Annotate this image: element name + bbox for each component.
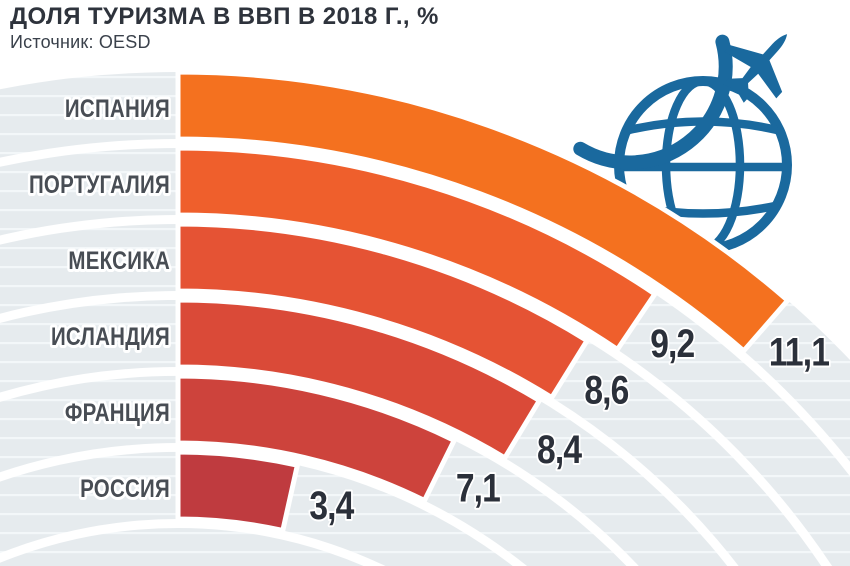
chart-source: Источник: OESD xyxy=(10,32,151,53)
track-ring-4 xyxy=(0,375,627,566)
bar-россия xyxy=(175,449,301,534)
globe-airplane-icon xyxy=(573,34,792,254)
bar-value-label: 8,6 xyxy=(584,368,629,412)
bar-value-label: 8,4 xyxy=(537,427,582,471)
bar-исландия xyxy=(175,297,543,462)
category-label: ФРАНЦИЯ xyxy=(65,398,170,426)
bar-value-label: 7,1 xyxy=(456,466,501,510)
category-label: РОССИЯ xyxy=(80,474,170,502)
track-ring-6 xyxy=(0,527,364,566)
category-label: ИСПАНИЯ xyxy=(65,94,170,122)
category-label: МЕКСИКА xyxy=(68,246,170,274)
bar-португалия xyxy=(175,145,659,353)
bar-испания xyxy=(175,69,792,355)
bar-франция xyxy=(175,373,458,504)
chart-header: ДОЛЯ ТУРИЗМА В ВВП В 2018 Г., % Источник… xyxy=(10,3,439,53)
category-label: ПОРТУГАЛИЯ xyxy=(29,170,170,198)
bar-value-label: 11,1 xyxy=(769,330,830,374)
value-labels: 11,1 9,2 8,68,4 7,1 3,4 xyxy=(307,320,832,530)
bar-value-label: 9,2 xyxy=(650,321,695,365)
orbit-swoosh-arc xyxy=(573,34,733,170)
category-labels: ИСПАНИЯ ПОРТУГАЛИЯ МЕКСИКА ИСЛАНДИЯ ФРАНЦИЯ Р… xyxy=(26,91,172,505)
category-label: ИСЛАНДИЯ xyxy=(51,322,170,350)
airplane-icon xyxy=(723,34,788,103)
bar-value-label: 3,4 xyxy=(309,483,354,527)
chart-title: ДОЛЯ ТУРИЗМА В ВВП В 2018 Г., % xyxy=(10,3,439,30)
bar-мексика xyxy=(175,221,591,402)
bar-series xyxy=(175,69,792,534)
